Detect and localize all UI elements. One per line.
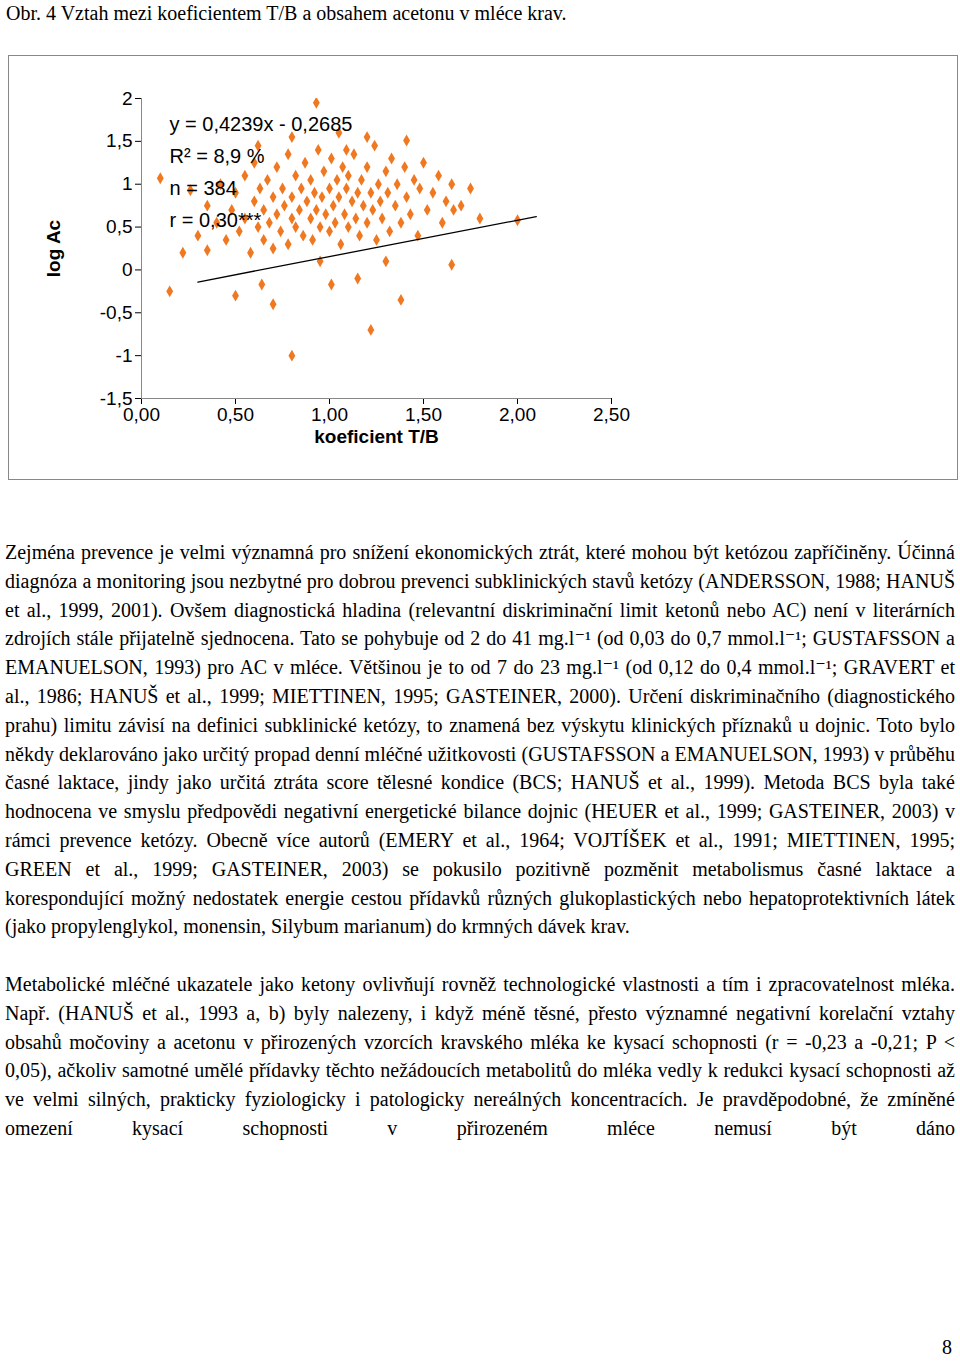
svg-text:0,5: 0,5 <box>106 216 132 237</box>
svg-text:1: 1 <box>122 173 133 194</box>
svg-text:-0,5: -0,5 <box>100 302 133 323</box>
html-text:Zejména prevence je velmi význ: Zejména prevence je velmi významná pro s… <box>5 541 955 938</box>
svg-text:-1,5: -1,5 <box>99 387 133 409</box>
svg-text:-1: -1 <box>116 345 133 366</box>
html-text:Obr. 4 Vztah mezi koeficientem: Obr. 4 Vztah mezi koeficientem T/B a obs… <box>6 2 567 24</box>
html-text:8: 8 <box>942 1336 952 1358</box>
svg-text:1,5: 1,5 <box>106 130 132 151</box>
svg-text:2,00: 2,00 <box>499 404 536 425</box>
svg-text:0,50: 0,50 <box>217 404 254 425</box>
svg-text:koeficient T/B: koeficient T/B <box>314 426 439 447</box>
svg-text:0: 0 <box>122 259 133 280</box>
svg-text:1,00: 1,00 <box>311 404 348 425</box>
svg-text:y = 0,4239x - 0,2685R² = 8,9 %: y = 0,4239x - 0,2685R² = 8,9 %n = 384r =… <box>170 113 353 231</box>
svg-text:2,50: 2,50 <box>593 404 630 425</box>
svg-text:0,00: 0,00 <box>123 404 160 425</box>
html-text:Metabolické mléčné ukazatele j: Metabolické mléčné ukazatele jako ketony… <box>5 973 955 1139</box>
svg-text:1,50: 1,50 <box>405 404 442 425</box>
svg-text:log Ac: log Ac <box>43 219 64 277</box>
svg-text:2: 2 <box>122 88 133 109</box>
